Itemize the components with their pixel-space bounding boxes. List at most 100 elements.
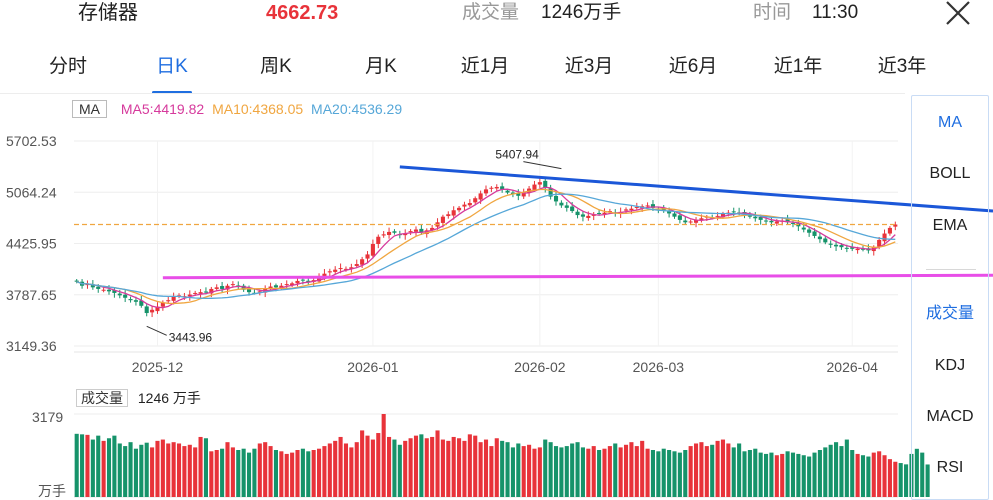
y-tick-label: 3787.65 [6,287,57,303]
candle-body [645,205,650,207]
candle-body [828,243,833,245]
volume-bar [500,440,505,497]
low-price-label: 3443.96 [169,330,213,344]
volume-bar [645,448,650,497]
candle-body [246,288,252,293]
volume-bar [623,444,629,497]
indicator-macd[interactable]: MACD [926,408,974,425]
candle-body [408,231,413,233]
indicator-panel: MA BOLL EMA 成交量 KDJ MACD RSI [911,95,989,500]
candle-body [203,291,208,293]
volume-bar [548,442,553,497]
candle-body [823,238,828,243]
volume-bar [914,448,919,497]
tab-3-months[interactable]: 近3月 [564,56,614,77]
volume-bar [650,450,656,497]
candle-body [150,309,155,313]
volume-bar [397,444,402,497]
tab-6-months[interactable]: 近6月 [668,56,718,77]
candle-body [570,206,575,212]
high-marker-line [523,161,562,170]
volume-bar [273,450,279,497]
volume-bar [435,430,440,497]
candle-body [354,264,359,266]
candle-body [634,207,639,209]
tab-fenshi[interactable]: 分时 [48,56,88,77]
tab-daily-k[interactable]: 日K [156,56,188,77]
candle-body [839,245,844,248]
volume-bar [241,448,246,497]
indicator-ema[interactable]: EMA [932,217,968,234]
candle-body [801,227,806,230]
tab-1-year[interactable]: 近1年 [773,56,823,77]
volume-bar [96,435,101,497]
volume-bar [160,439,165,497]
ma-tag[interactable]: MA [72,100,107,118]
tab-1-month[interactable]: 近1月 [460,56,510,77]
tab-weekly-k[interactable]: 周K [260,56,292,77]
tab-monthly-k[interactable]: 月K [365,56,397,77]
candle-body [483,189,489,194]
volume-bar [306,451,311,497]
volume-bar [462,440,467,497]
volume-bar [85,434,90,497]
volume-bar [715,440,720,497]
candle-body [273,285,279,288]
volume-bar [893,461,898,497]
indicator-kdj[interactable]: KDJ [934,357,966,374]
volume-bar [193,447,198,497]
volume-bar [139,444,144,497]
volume-bar [203,438,208,497]
candle-body [451,210,456,216]
candle-body [133,300,138,302]
volume-bar [403,440,408,497]
volume-bar [823,447,828,497]
candle-body [139,300,144,306]
indicator-ma[interactable]: MA [938,114,962,131]
period-tabs: 分时 日K 周K 月K 近1月 近3月 近6月 近1年 近3年 [0,50,993,86]
candle-body [785,219,790,223]
candle-body [629,208,634,211]
volume-bar [225,442,230,497]
candle-body [715,215,720,217]
indicator-rsi[interactable]: RSI [936,459,964,476]
tab-3-years[interactable]: 近3年 [877,56,927,77]
volume-bar [807,456,812,497]
volume-bar [381,414,386,497]
volume-bar [559,447,564,497]
candle-body [834,244,839,247]
volume-bar [268,446,273,497]
volume-bar [133,448,138,497]
volume-bar [252,448,257,497]
candle-body [112,290,117,293]
candle-body [279,285,284,288]
candle-body [699,218,704,220]
volume-bar [774,455,779,497]
volume-bar [855,453,860,497]
y-tick-label: 4425.95 [6,236,57,252]
volume-bar [166,443,171,497]
candle-body [500,186,505,190]
close-icon[interactable] [944,0,972,26]
volume-bar [656,451,661,497]
candle-body [688,221,693,223]
volume-bar [667,450,672,497]
candle-body [187,294,192,297]
volume-bar [198,436,203,497]
volume-tag[interactable]: 成交量 [76,389,128,407]
volume-bar [790,452,796,497]
volume-bar [683,450,688,497]
volume-bar [376,433,381,497]
volume-bar [769,452,774,497]
volume-bar [338,436,343,497]
indicator-volume[interactable]: 成交量 [925,305,974,322]
candle-body [446,214,451,217]
candle-body [225,285,230,290]
indicator-boll[interactable]: BOLL [929,165,971,182]
volume-bar [920,452,925,497]
candle-body [478,193,483,200]
volume-bar [473,435,478,497]
volume-bar [263,442,268,497]
candle-body [516,192,521,196]
